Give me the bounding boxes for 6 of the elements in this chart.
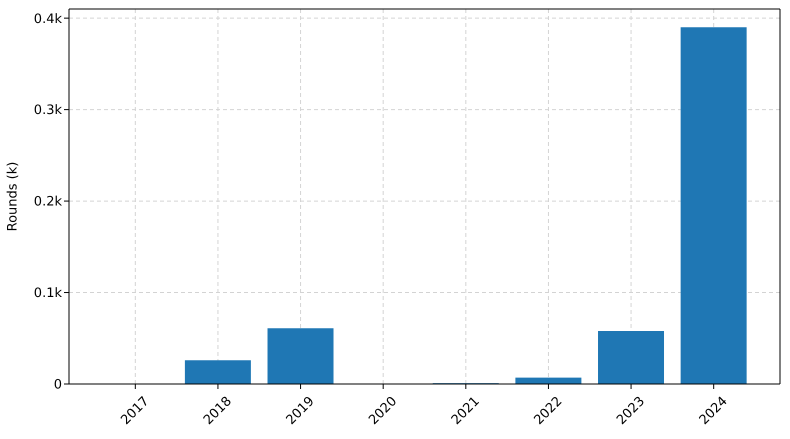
y-tick-label: 0.3k xyxy=(34,103,62,118)
y-tick-label: 0.4k xyxy=(34,12,62,27)
y-axis-title: Rounds (k) xyxy=(6,162,21,232)
y-tick-label: 0.2k xyxy=(34,194,62,210)
y-tick-label: 0.1k xyxy=(34,286,62,302)
y-tick-label: 0 xyxy=(54,378,62,393)
